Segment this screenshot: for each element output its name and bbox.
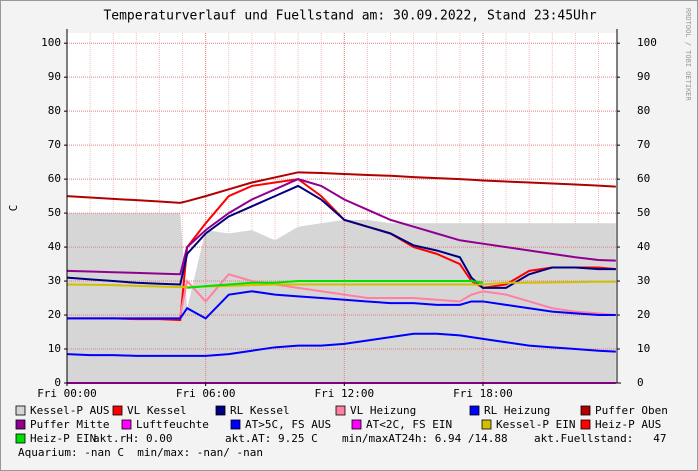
legend-label: Kessel-P AUS [30,404,109,417]
y-tick-label: 70 [637,138,650,151]
legend-label: AT<2C, FS EIN [366,418,452,431]
line [66,184,616,289]
info-text: akt.Fuellstand: 47 [534,432,666,445]
line [66,280,616,289]
legend-swatch [481,419,492,430]
legend-swatch [15,419,26,430]
legend-swatch [469,405,480,416]
y-axis-label: C [7,205,20,212]
legend-label: AT>5C, FS AUS [245,418,331,431]
line [67,290,616,320]
legend-swatch [121,419,132,430]
y-tick-label: 60 [48,172,61,185]
legend-swatch [112,405,123,416]
y-tick-label: 40 [637,240,650,253]
legend-swatch [215,405,226,416]
line [66,178,616,276]
legend-swatch [351,419,362,430]
x-tick-label: Fri 06:00 [176,387,236,400]
chart-title: Temperaturverlauf und Fuellstand am: 30.… [103,9,596,24]
legend-swatch [335,405,346,416]
y-tick-label: 0 [54,376,61,389]
y-tick-label: 70 [48,138,61,151]
y-tick-label: 0 [637,376,644,389]
legend-swatch [15,433,26,444]
line [179,273,616,317]
info-text: Aquarium: -nan C min/max: -nan/ -nan [18,446,263,459]
legend-label: Kessel-P EIN [496,418,575,431]
y-tick-label: 30 [637,274,650,287]
y-tick-label: 90 [48,70,61,83]
legend-label: Puffer Mitte [30,418,109,431]
y-tick-label: 80 [48,104,61,117]
y-tick-label: 100 [637,36,657,49]
legend-swatch [15,405,26,416]
line [66,171,616,204]
y-tick-label: 100 [41,36,61,49]
y-tick-label: 90 [637,70,650,83]
x-tick-label: Fri 00:00 [37,387,97,400]
legend-label: Heiz-P EIN [30,432,96,445]
info-text: min/maxAT24h: 6.94 /14.88 [342,432,508,445]
area [67,213,616,383]
legend-swatch [230,419,241,430]
y-tick-label: 20 [637,308,650,321]
y-tick-label: 10 [48,342,61,355]
y-tick-label: 80 [637,104,650,117]
x-tick-label: Fri 18:00 [453,387,513,400]
info-text: akt.AT: 9.25 C [225,432,318,445]
line [66,332,616,357]
legend-label: VL Kessel [127,404,187,417]
y-tick-label: 10 [637,342,650,355]
legend-swatch [580,405,591,416]
line [187,280,484,289]
y-tick-label: 50 [637,206,650,219]
y-tick-label: 60 [637,172,650,185]
info-text: akt.rH: 0.00 [93,432,172,445]
legend-label: Luftfeuchte [136,418,209,431]
watermark: RRDTOOL / TOBI OETIKER [684,8,692,102]
legend-label: Heiz-P AUS [595,418,661,431]
legend-label: RL Kessel [230,404,290,417]
legend-label: VL Heizung [350,404,416,417]
legend-label: Puffer Oben [595,404,668,417]
y-tick-label: 50 [48,206,61,219]
y-tick-label: 20 [48,308,61,321]
y-tick-label: 40 [48,240,61,253]
x-tick-label: Fri 12:00 [315,387,375,400]
legend-swatch [580,419,591,430]
y-tick-label: 30 [48,274,61,287]
legend-label: RL Heizung [484,404,550,417]
